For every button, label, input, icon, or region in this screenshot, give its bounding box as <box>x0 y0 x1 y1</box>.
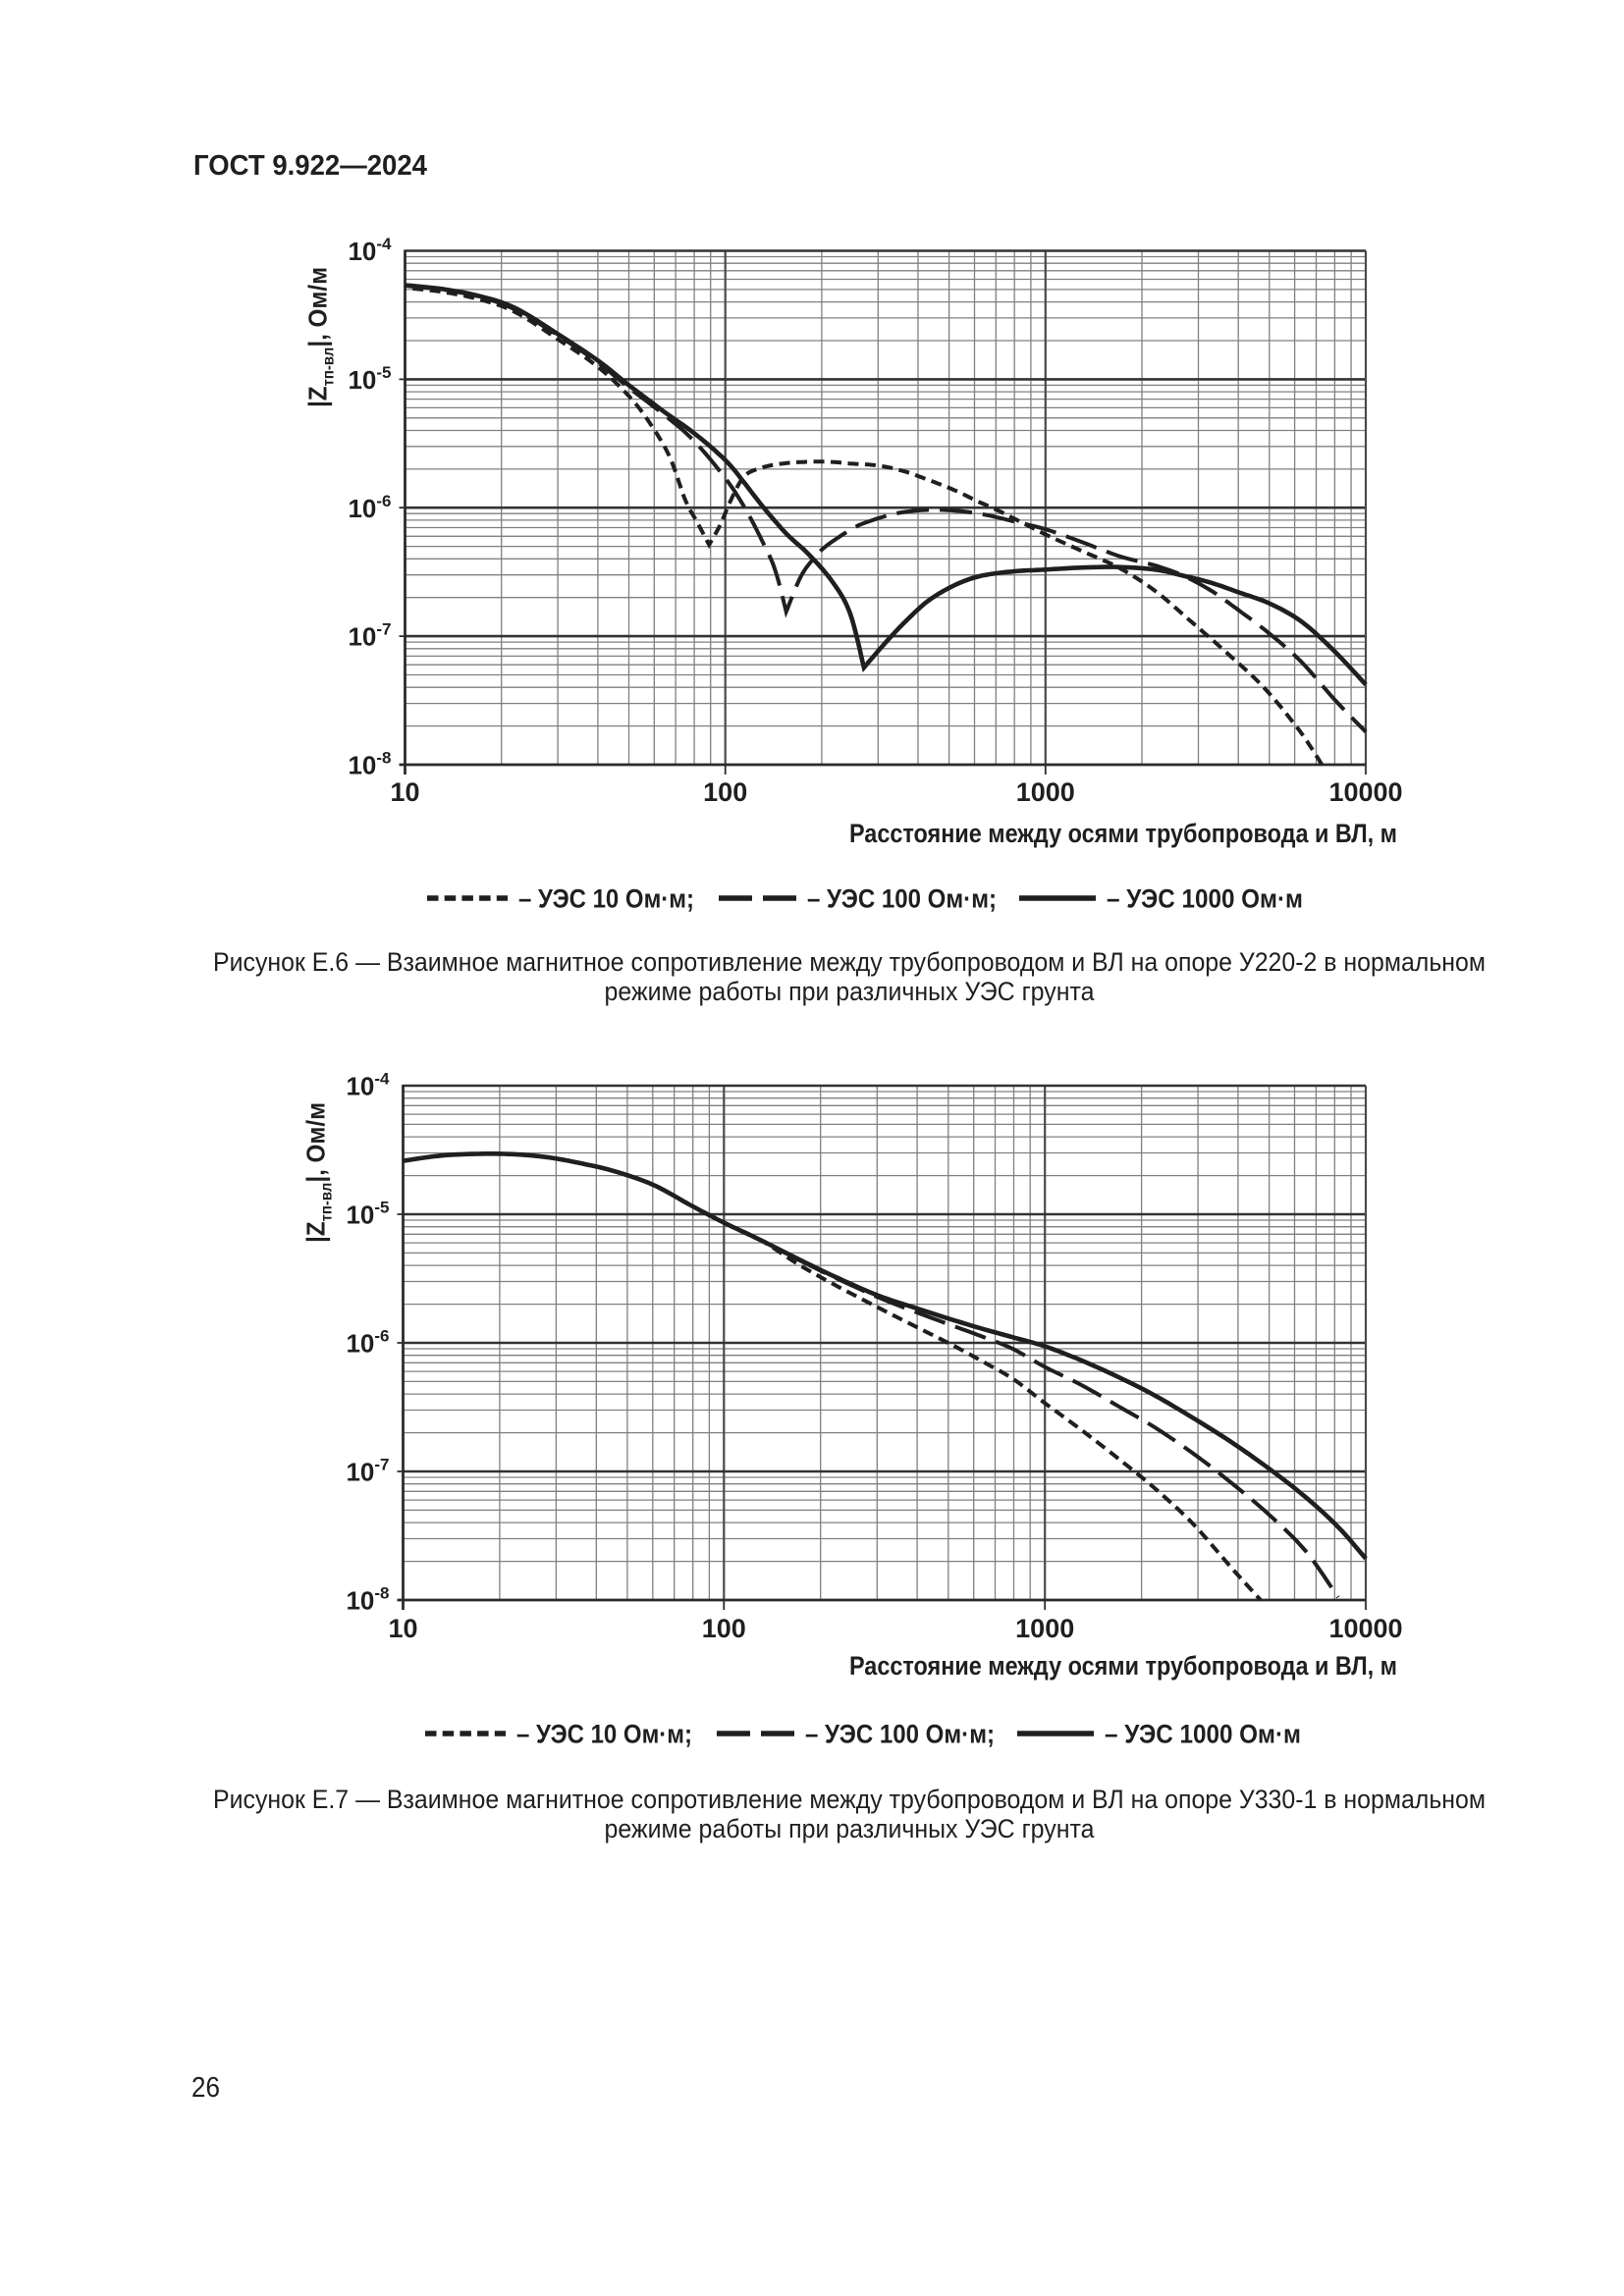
svg-text:– УЭС 10 Ом·м;: – УЭС 10 Ом·м; <box>516 1720 692 1749</box>
svg-text:– УЭС 10 Ом·м;: – УЭС 10 Ом·м; <box>518 884 694 914</box>
svg-text:– УЭС 100 Ом·м;: – УЭС 100 Ом·м; <box>805 1720 995 1749</box>
svg-text:100: 100 <box>703 777 747 807</box>
svg-text:1000: 1000 <box>1016 777 1075 807</box>
svg-text:10: 10 <box>388 1614 417 1643</box>
svg-text:Расстояние между осями трубопр: Расстояние между осями трубопровода и ВЛ… <box>849 819 1397 848</box>
svg-text:10000: 10000 <box>1328 777 1402 807</box>
svg-text:10000: 10000 <box>1328 1614 1402 1643</box>
svg-text:– УЭС 100 Ом·м;: – УЭС 100 Ом·м; <box>807 884 997 914</box>
svg-text:10: 10 <box>390 777 419 807</box>
svg-text:Расстояние между осями трубопр: Расстояние между осями трубопровода и ВЛ… <box>849 1651 1397 1681</box>
svg-text:Рисунок Е.7 — Взаимное магнитн: Рисунок Е.7 — Взаимное магнитное сопроти… <box>213 1785 1486 1814</box>
svg-text:|Zтп-вл|, Ом/м: |Zтп-вл|, Ом/м <box>303 267 338 407</box>
svg-text:|Zтп-вл|, Ом/м: |Zтп-вл|, Ом/м <box>301 1102 336 1243</box>
svg-text:26: 26 <box>191 2072 220 2104</box>
svg-text:100: 100 <box>702 1614 746 1643</box>
svg-text:ГОСТ 9.922—2024: ГОСТ 9.922—2024 <box>193 150 427 182</box>
svg-text:10-5: 10-5 <box>348 363 391 395</box>
svg-text:режиме работы при различных УЭ: режиме работы при различных УЭС грунта <box>605 1814 1096 1843</box>
svg-text:– УЭС 1000 Ом·м: – УЭС 1000 Ом·м <box>1105 1720 1301 1749</box>
svg-text:10-4: 10-4 <box>348 235 392 266</box>
svg-text:Рисунок Е.6 — Взаимное магнитн: Рисунок Е.6 — Взаимное магнитное сопроти… <box>213 947 1486 977</box>
svg-text:режиме работы при различных УЭ: режиме работы при различных УЭС грунта <box>605 977 1096 1006</box>
svg-text:1000: 1000 <box>1015 1614 1074 1643</box>
svg-text:– УЭС 1000 Ом·м: – УЭС 1000 Ом·м <box>1107 884 1303 914</box>
